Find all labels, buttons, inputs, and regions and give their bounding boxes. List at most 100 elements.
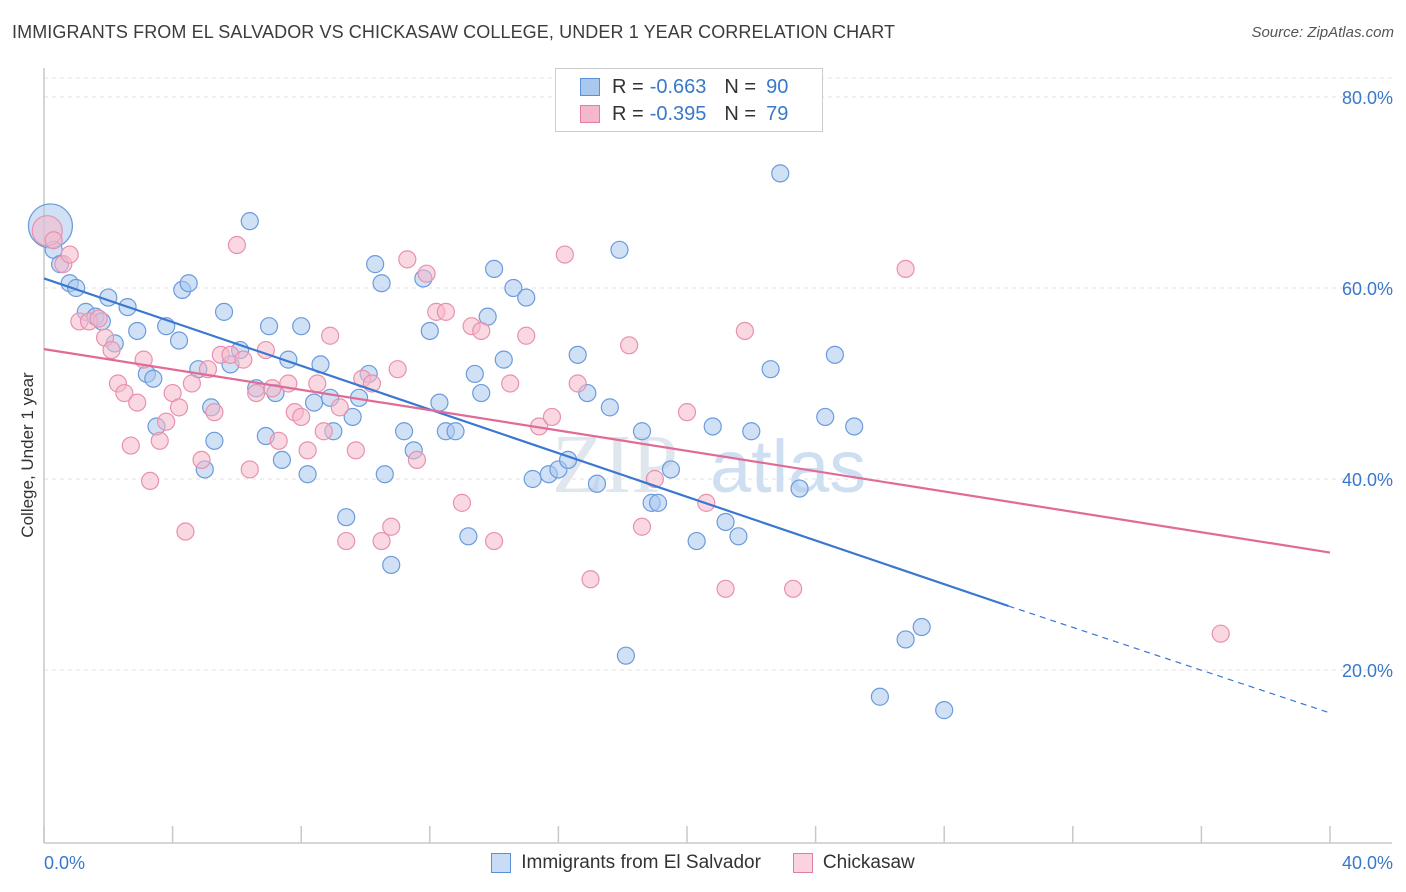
trend-line-el-salvador [43, 277, 1009, 608]
point-chickasaw [417, 264, 436, 283]
point-chickasaw [372, 531, 391, 551]
point-el-salvador [816, 407, 835, 427]
point-el-salvador [568, 345, 587, 364]
point-el-salvador [430, 393, 449, 412]
y-axis-label: College, Under 1 year [18, 372, 37, 538]
legend-n-label: N = [724, 75, 757, 98]
point-chickasaw [398, 250, 417, 269]
point-chickasaw [337, 531, 356, 551]
tick-labels: 20.0% 40.0% 60.0% 80.0% 0.0% 40.0% [44, 88, 1393, 873]
point-chickasaw [240, 460, 259, 479]
point-el-salvador [446, 422, 465, 441]
legend-n-value: 79 [766, 102, 789, 125]
point-el-salvador [394, 422, 414, 441]
point-el-salvador [648, 493, 668, 512]
point-chickasaw [321, 326, 340, 345]
chart-title: IMMIGRANTS FROM EL SALVADOR VS CHICKASAW… [12, 22, 896, 42]
point-chickasaw [568, 374, 587, 393]
point-el-salvador [298, 465, 317, 484]
point-el-salvador [169, 331, 189, 350]
point-el-salvador [372, 274, 391, 293]
point-el-salvador [729, 527, 748, 546]
point-chickasaw [247, 383, 266, 403]
legend-label-el-salvador: Immigrants from El Salvador [521, 852, 761, 873]
point-chickasaw [485, 531, 504, 551]
point-chickasaw [150, 431, 169, 450]
x-tick-label-max: 40.0% [1342, 853, 1393, 873]
point-chickasaw [581, 570, 600, 589]
point-el-salvador [375, 465, 394, 484]
legend-swatch-chickasaw [792, 853, 813, 873]
trend-line-chickasaw [43, 348, 1331, 554]
legend-r-label: R = [612, 102, 644, 125]
point-el-salvador [485, 259, 504, 278]
point-chickasaw [157, 412, 176, 431]
stats-legend: R = -0.663 N = 90 R = -0.395 N = 79 [555, 68, 823, 132]
point-chickasaw [452, 493, 472, 512]
legend-swatch-el-salvador [580, 78, 600, 96]
point-chickasaw [263, 379, 282, 398]
legend-n-value: 90 [766, 75, 789, 98]
point-chickasaw [298, 441, 317, 460]
legend-swatch-el-salvador [491, 853, 512, 873]
point-chickasaw [182, 374, 201, 393]
point-chickasaw [346, 441, 365, 460]
legend-row-el-salvador: R = -0.663 N = 90 [580, 75, 788, 99]
point-el-salvador [366, 255, 385, 274]
point-chickasaw [645, 469, 664, 489]
point-el-salvador [935, 701, 954, 720]
point-el-salvador [912, 617, 931, 637]
point-el-salvador [144, 369, 163, 388]
point-el-salvador [790, 479, 809, 498]
legend-swatch-chickasaw [580, 105, 600, 123]
point-chickasaw [60, 245, 79, 264]
trend-line-el-salvador-extension [1008, 605, 1331, 714]
point-el-salvador [214, 302, 234, 321]
point-el-salvador [616, 646, 636, 665]
point-chickasaw [115, 383, 134, 403]
point-el-salvador [523, 469, 542, 489]
point-el-salvador [587, 474, 607, 493]
point-el-salvador [610, 240, 629, 259]
point-chickasaw [308, 374, 327, 393]
point-chickasaw [234, 350, 253, 369]
point-el-salvador [703, 417, 722, 436]
point-el-salvador [343, 407, 362, 427]
point-chickasaw [102, 340, 121, 360]
point-chickasaw [388, 360, 407, 379]
point-chickasaw [44, 231, 63, 250]
point-el-salvador [716, 512, 735, 532]
point-el-salvador [825, 345, 844, 364]
point-chickasaw [542, 407, 562, 427]
point-chickasaw [128, 393, 147, 412]
point-chickasaw [269, 431, 288, 450]
point-chickasaw [555, 245, 574, 264]
y-tick-label: 80.0% [1342, 88, 1393, 108]
legend-item-chickasaw: Chickasaw [792, 852, 915, 874]
point-chickasaw [783, 579, 803, 598]
legend-row-chickasaw: R = -0.395 N = 79 [580, 102, 788, 126]
point-chickasaw [896, 259, 915, 278]
point-el-salvador [494, 350, 513, 369]
x-tick-label-min: 0.0% [44, 853, 85, 873]
point-chickasaw [176, 522, 195, 541]
legend-r-label: R = [612, 75, 644, 98]
point-chickasaw [121, 436, 140, 455]
point-el-salvador [382, 555, 401, 575]
axes [43, 68, 1392, 844]
point-chickasaw [436, 302, 455, 321]
point-chickasaw [620, 336, 639, 355]
y-tick-label: 60.0% [1342, 279, 1393, 299]
point-chickasaw [169, 398, 189, 417]
point-el-salvador [504, 278, 523, 298]
point-chickasaw [292, 407, 311, 427]
point-el-salvador [205, 431, 224, 450]
legend-r-value: -0.395 [649, 102, 707, 125]
grid-lines [44, 77, 1392, 671]
point-el-salvador [259, 317, 279, 336]
point-el-salvador [761, 360, 780, 379]
source-label: Source: ZipAtlas.com [1251, 24, 1394, 41]
trend-lines [43, 277, 1331, 714]
point-el-salvador [420, 321, 439, 341]
